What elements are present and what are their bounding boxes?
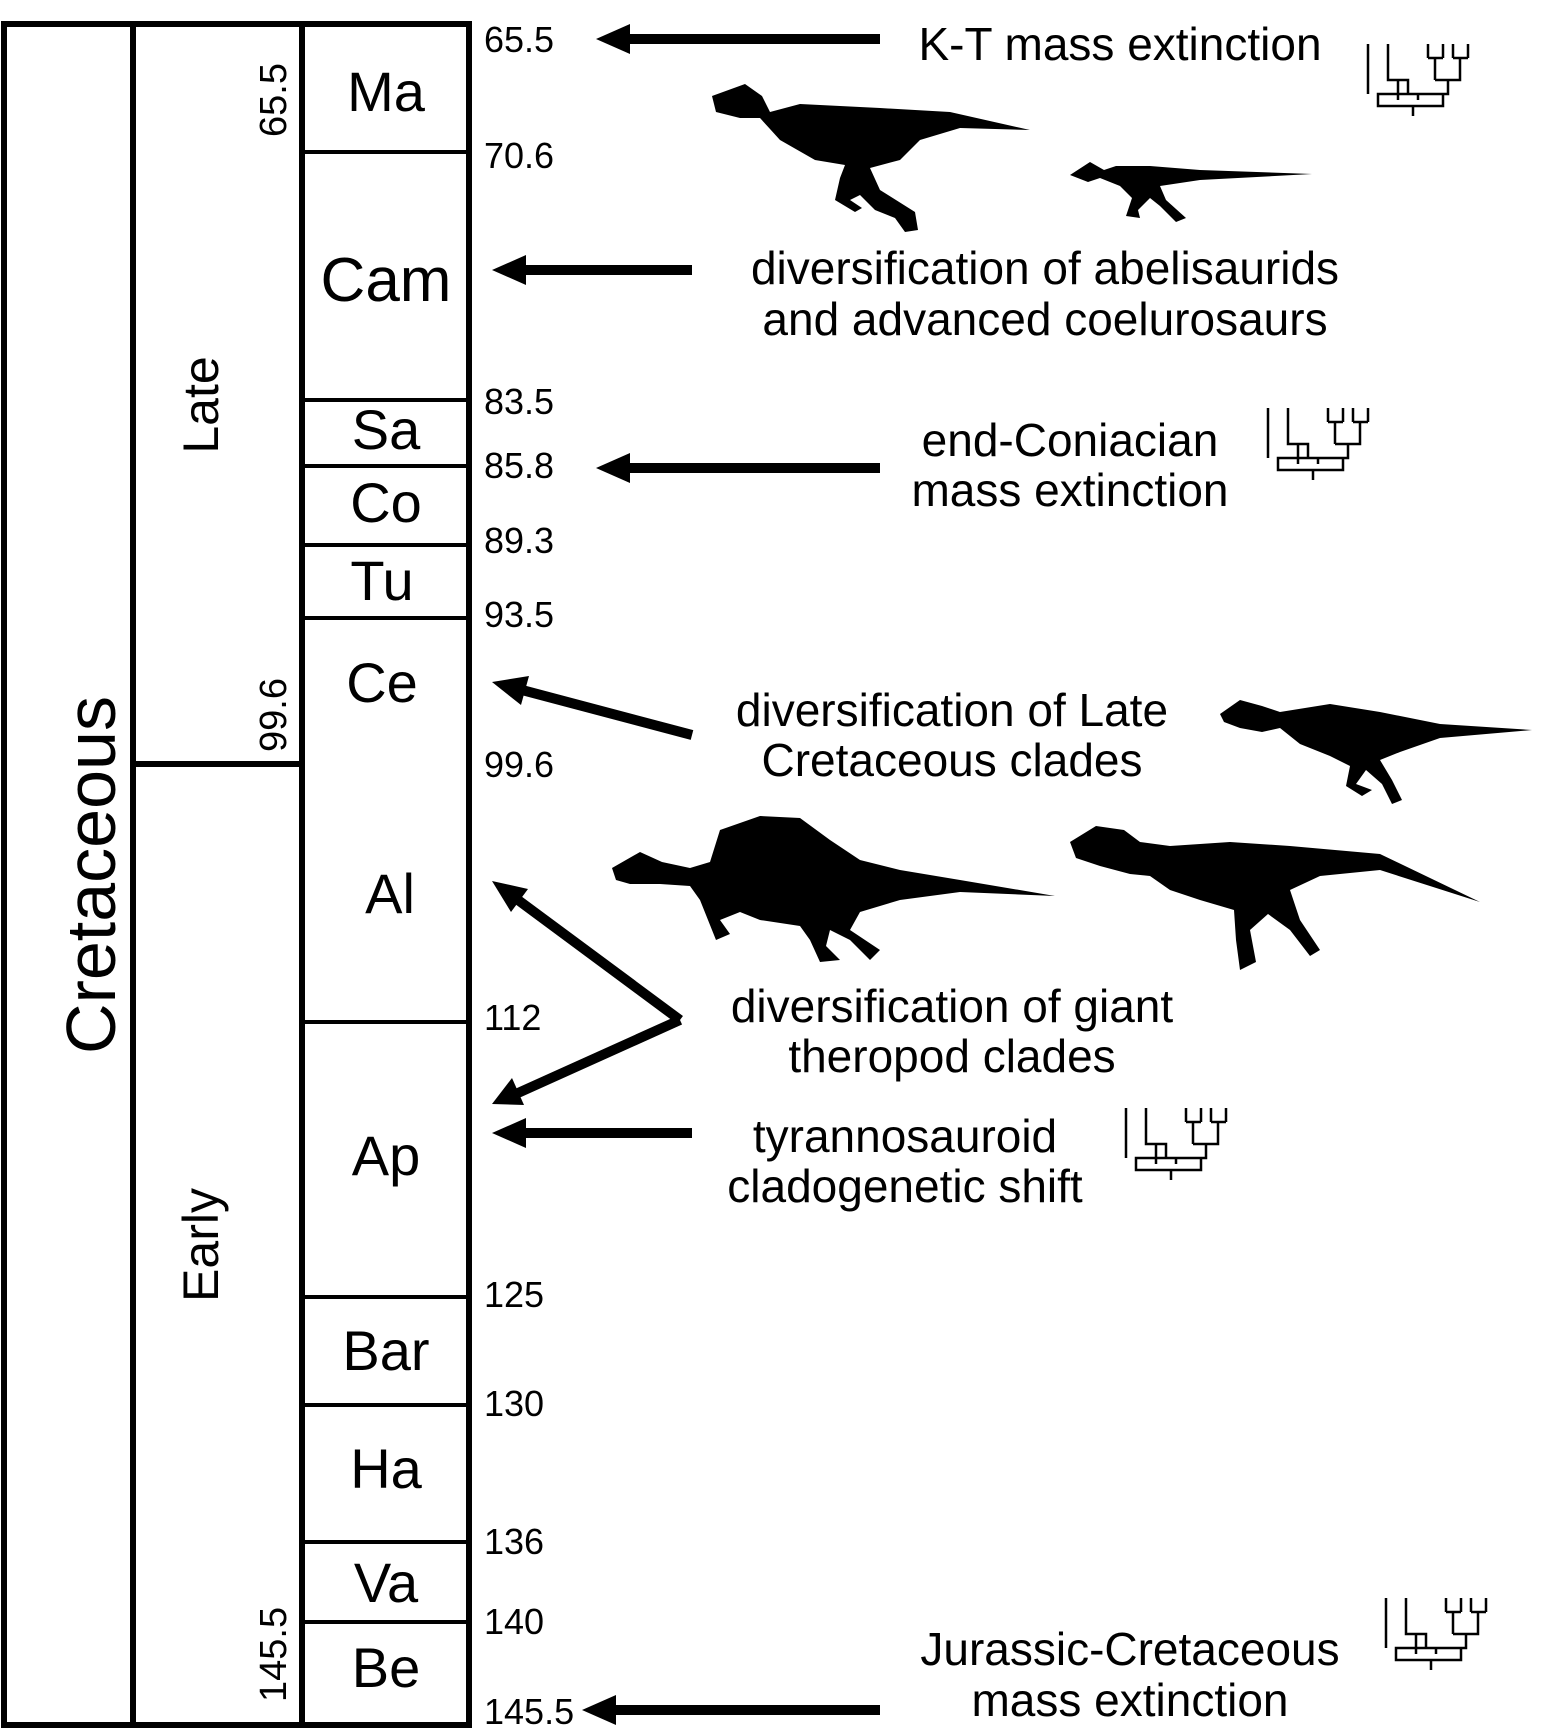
stage-label: Co [350,471,422,534]
boundary-age: 83.5 [484,381,554,422]
event-abelisaurids-line1: diversification of abelisaurids [751,242,1339,294]
boundary-age: 145.5 [484,1691,574,1731]
boundary-age: 65.5 [484,19,554,60]
arrowhead [492,255,526,285]
event-giant-clades-line1: diversification of giant [731,980,1174,1032]
boundary-age: 136 [484,1521,544,1562]
epoch-label-early: Early [173,1188,229,1302]
stage-column [299,21,472,1728]
epoch-label-late: Late [173,356,229,453]
boundary-age: 89.3 [484,520,554,561]
epoch-bottom-age-late: 99.6 [253,678,295,752]
event-abelisaurids-line2: and advanced coelurosaurs [762,293,1327,345]
boundary-age: 93.5 [484,594,554,635]
stage-label: Ma [347,60,426,123]
epoch-bottom-age-early: 145.5 [253,1607,295,1702]
arrowhead [492,676,529,705]
epoch-column [130,21,305,1728]
boundary-age: 112 [484,997,541,1038]
boundary-age: 130 [484,1383,544,1424]
arrowhead [596,453,630,483]
spinosaur-silhouette [612,816,1055,962]
coelurosaur-silhouette [1070,162,1312,222]
stage-labels: Ma Cam Sa Co Tu Ce Al Ap Bar Ha Va Be [321,60,452,1699]
cladogram-icon [1384,1596,1488,1672]
event-tyrannosauroid-line2: cladogenetic shift [727,1160,1083,1212]
boundary-age: 125 [484,1274,544,1315]
arrow [515,895,683,1025]
event-coniacian-line1: end-Coniacian [922,414,1219,466]
boundary-age: 70.6 [484,135,554,176]
abelisaurid-silhouette [712,84,1030,232]
stage-label: Sa [352,398,421,461]
event-tyrannosauroid-line1: tyrannosauroid [753,1110,1057,1162]
arrowhead [582,1695,616,1725]
stage-label: Cam [321,246,452,315]
stage-label: Tu [350,549,413,612]
event-late-clades-line1: diversification of Late [736,684,1168,736]
event-coniacian-line2: mass extinction [911,464,1228,516]
stage-label: Bar [342,1319,429,1382]
stage-label: Be [352,1636,421,1699]
arrowhead [492,1118,526,1148]
stage-boundaries [302,150,469,1624]
cladogram-icon [1266,406,1370,482]
arrowhead [492,1078,524,1105]
stage-label: Ap [352,1124,421,1187]
arrow [520,685,694,740]
event-giant-clades-line2: theropod clades [788,1030,1115,1082]
boundary-age: 140 [484,1601,544,1642]
event-jurassic-line1: Jurassic-Cretaceous [920,1623,1339,1675]
event-arrows [492,24,880,1725]
stage-label: Ha [350,1437,422,1500]
cladogram-icon [1124,1106,1228,1182]
arrowhead [492,881,528,912]
event-kt-extinction: K-T mass extinction [918,18,1321,70]
period-label: Cretaceous [52,696,130,1054]
timescale-columns [1,21,472,1728]
cladogram-icon [1366,42,1470,118]
arrowhead [596,24,630,54]
late-theropod-silhouette [1220,700,1532,804]
boundary-age: 85.8 [484,445,554,486]
epoch-top-age-late: 65.5 [253,63,295,137]
boundary-age-labels: 65.5 70.6 83.5 85.8 89.3 93.5 99.6 112 1… [484,19,574,1731]
arrow [515,1015,683,1098]
event-late-clades-line2: Cretaceous clades [762,734,1143,786]
boundary-age: 99.6 [484,744,554,785]
stage-label: Al [365,862,415,925]
event-jurassic-line2: mass extinction [971,1674,1288,1726]
event-labels: K-T mass extinction diversification of a… [727,18,1339,1726]
stage-label: Ce [346,651,418,714]
allosaur-silhouette [1070,826,1480,970]
stage-label: Va [354,1551,419,1614]
dinosaur-silhouettes [612,84,1532,970]
